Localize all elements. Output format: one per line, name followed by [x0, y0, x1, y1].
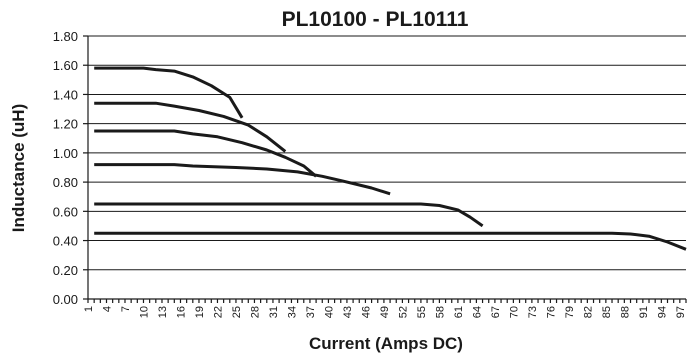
series-line-2: [94, 101, 287, 153]
x-tick-label: 7: [120, 306, 132, 312]
y-tick-label: 1.80: [53, 29, 78, 44]
x-tick-label: 55: [416, 306, 428, 318]
y-axis-ticks: 0.00 0.20 0.40 0.60 0.80 1.00 1.20 1.40 1.60 1.80: [53, 29, 88, 307]
x-tick-label: 64: [471, 306, 483, 318]
x-tick-label: 1: [83, 306, 95, 312]
y-tick-label: 1.40: [53, 87, 78, 102]
x-tick-label: 31: [268, 306, 280, 318]
x-tick-label: 73: [527, 306, 539, 318]
y-tick-label: 0.80: [53, 175, 78, 190]
gridlines: [88, 35, 686, 271]
x-tick-label: 52: [397, 306, 409, 318]
x-tick-label: 67: [490, 306, 502, 318]
series-line-3: [94, 129, 318, 178]
x-tick-label: 43: [342, 306, 354, 318]
chart-title: PL10100 - PL10111: [282, 8, 469, 31]
x-tick-label: 22: [212, 306, 224, 318]
y-tick-label: 0.40: [53, 234, 78, 249]
x-tick-label: 10: [138, 306, 150, 318]
x-tick-label: 34: [286, 306, 298, 318]
x-tick-label: 88: [619, 306, 631, 318]
series-line-1: [94, 66, 244, 119]
x-tick-label: 49: [379, 306, 391, 318]
x-tick-label: 16: [175, 306, 187, 318]
y-tick-label: 1.60: [53, 58, 78, 73]
y-tick-label: 1.00: [53, 146, 78, 161]
x-tick-label: 79: [564, 306, 576, 318]
series-lines: [94, 66, 687, 251]
y-tick-label: 1.20: [53, 117, 78, 132]
x-tick-label: 19: [194, 306, 206, 318]
x-tick-label: 91: [638, 306, 650, 318]
series-line-4: [94, 163, 391, 196]
x-tick-label: 58: [434, 306, 446, 318]
x-tick-label: 4: [101, 306, 113, 312]
series-line-5: [94, 202, 484, 228]
x-tick-label: 46: [360, 306, 372, 318]
x-tick-label: 25: [231, 306, 243, 318]
series-line-6: [94, 231, 687, 251]
x-tick-label: 40: [323, 306, 335, 318]
x-tick-label: 61: [453, 306, 465, 318]
y-tick-label: 0.60: [53, 204, 78, 219]
x-tick-label: 97: [675, 306, 687, 318]
x-tick-label: 85: [601, 306, 613, 318]
x-axis-ticks: 1 4 7 10 13 16 19 22 25 28 31 34 37 40 43 46 49 52 55 58 61 6…: [83, 299, 687, 318]
y-axis-label: Inductance (uH): [9, 104, 28, 232]
x-axis-label: Current (Amps DC): [309, 334, 463, 353]
x-tick-label: 82: [582, 306, 594, 318]
y-tick-label: 0.00: [53, 292, 78, 307]
x-tick-label: 94: [656, 306, 668, 318]
x-tick-label: 70: [508, 306, 520, 318]
y-tick-label: 0.20: [53, 263, 78, 278]
x-tick-label: 37: [305, 306, 317, 318]
x-tick-label: 13: [157, 306, 169, 318]
x-tick-label: 28: [249, 306, 261, 318]
x-tick-label: 76: [545, 306, 557, 318]
